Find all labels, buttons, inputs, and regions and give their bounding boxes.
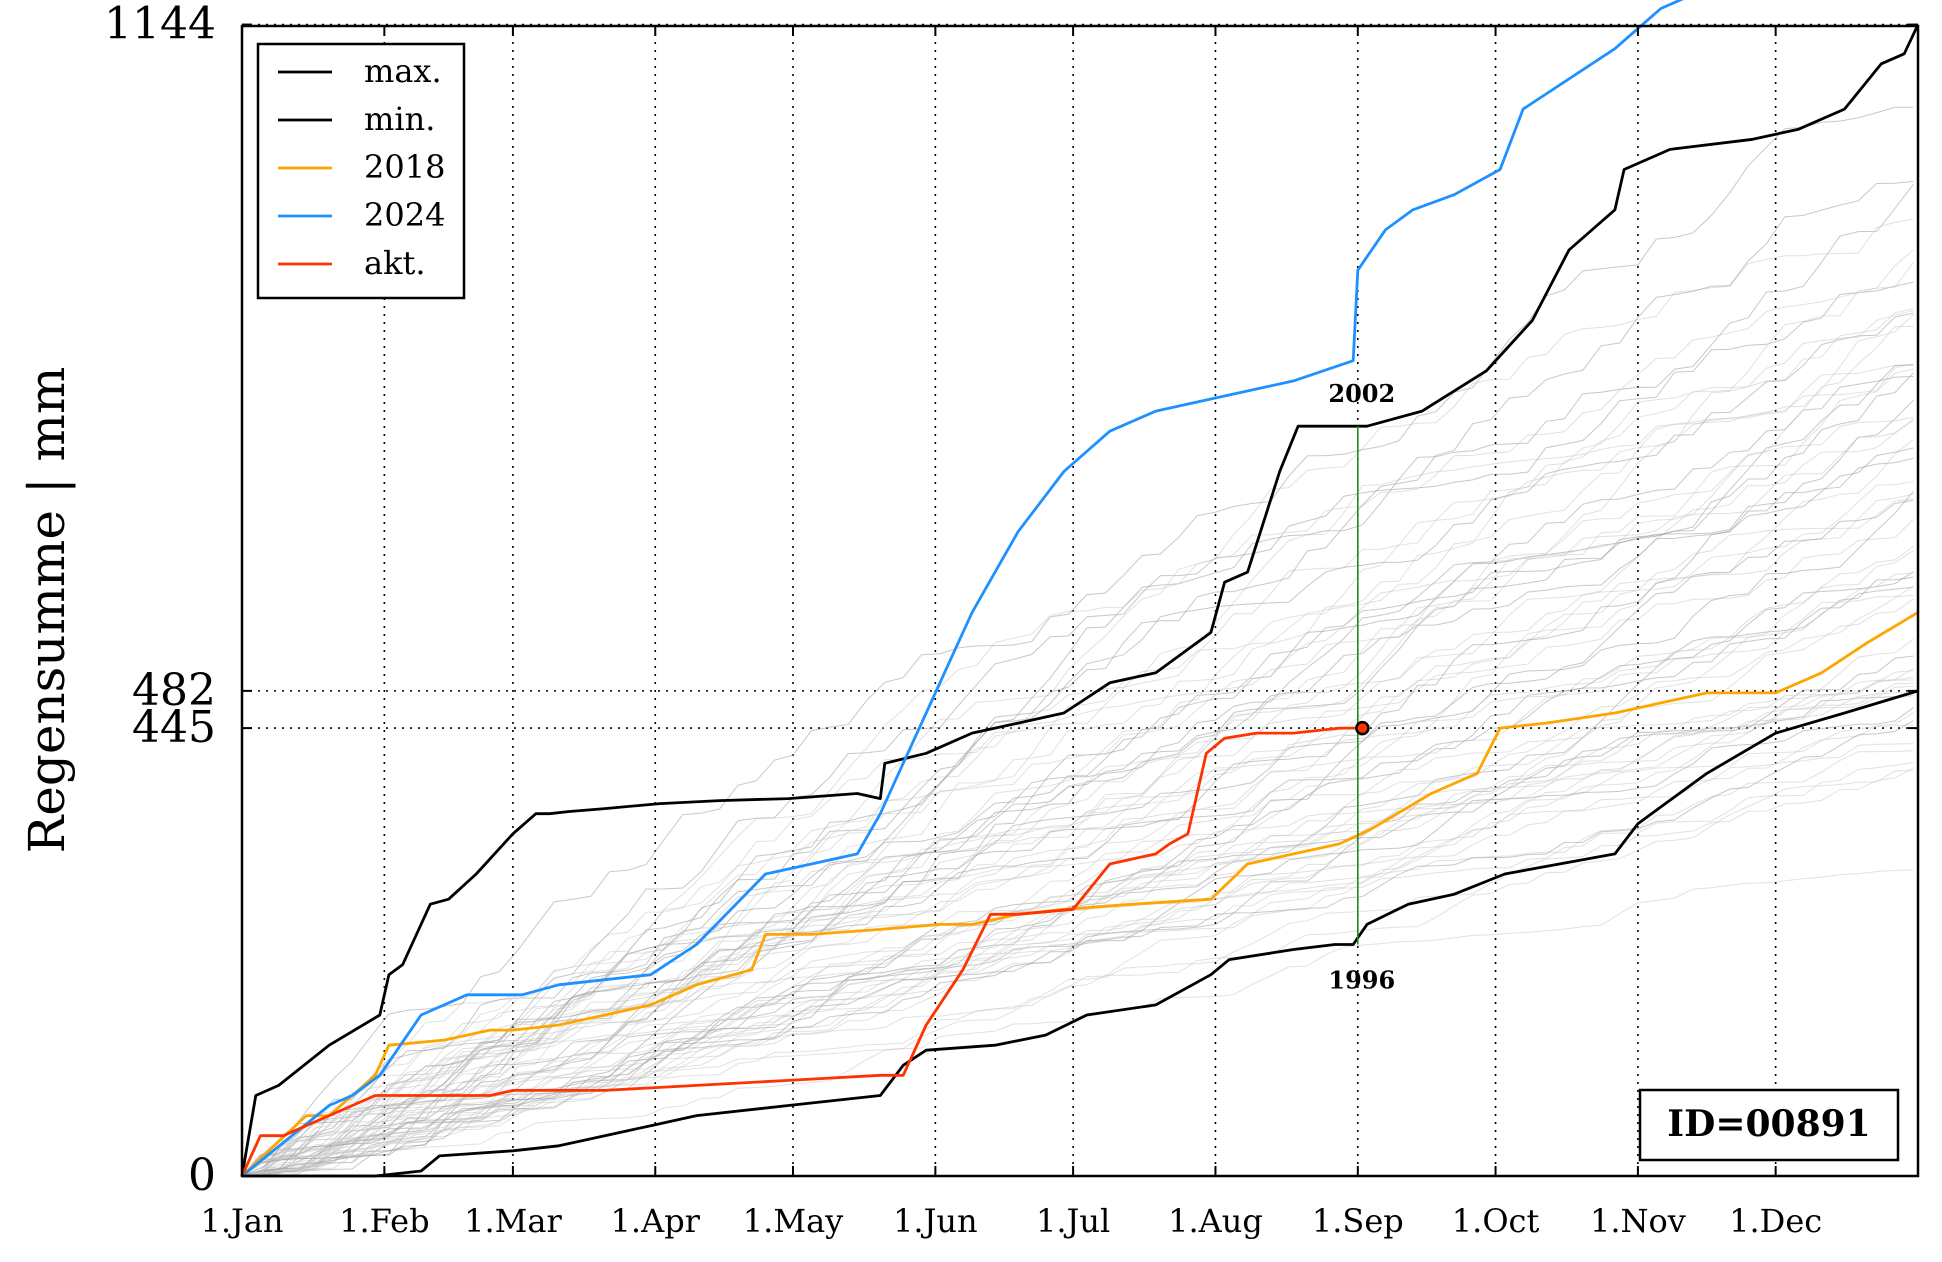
x-tick-label: 1.Mar — [464, 1202, 562, 1240]
y-tick-label: 482 — [132, 665, 216, 716]
x-tick-label: 1.Dec — [1729, 1202, 1822, 1240]
grid — [242, 23, 1918, 1176]
series-line-min — [242, 689, 1919, 1178]
background-year-line — [241, 447, 1914, 1177]
series-line-akt — [240, 726, 1363, 1177]
background-year-line — [241, 481, 1914, 1177]
id-badge: ID=00891 — [1638, 1088, 1900, 1162]
x-tick-label: 1.Sep — [1312, 1202, 1404, 1240]
legend-label: 2018 — [364, 148, 445, 186]
background-year-line — [241, 364, 1914, 1177]
background-year-line — [241, 595, 1914, 1177]
legend-label: akt. — [364, 244, 426, 282]
background-year-line — [241, 572, 1914, 1177]
background-year-line — [241, 310, 1914, 1177]
series-line-max — [240, 24, 1920, 1177]
background-year-line — [241, 761, 1914, 1177]
background-year-line — [241, 724, 1914, 1177]
y-tick-label: 445 — [132, 702, 216, 753]
x-tick-label: 1.Aug — [1168, 1202, 1263, 1240]
background-year-line — [241, 571, 1914, 1177]
background-year-line — [241, 416, 1914, 1177]
background-year-line — [241, 668, 1914, 1177]
y-tick-label: 1144 — [104, 0, 216, 50]
background-year-line — [241, 550, 1914, 1177]
annotation-year-label: 2002 — [1328, 379, 1395, 408]
legend-label: min. — [364, 100, 435, 138]
background-year-line — [241, 180, 1914, 1177]
annotation-year-label: 1996 — [1328, 966, 1395, 995]
background-year-line — [241, 312, 1914, 1177]
series-line-2024 — [241, 0, 1684, 1178]
x-tick-label: 1.Jan — [200, 1202, 283, 1240]
background-year-line — [241, 707, 1914, 1177]
id-badge-text: ID=00891 — [1667, 1103, 1870, 1145]
background-year-line — [241, 767, 1914, 1177]
plot-frame — [240, 24, 1920, 1178]
background-year-line — [241, 695, 1914, 1177]
annotations: 2002 1996 — [1328, 379, 1395, 994]
x-tick-label: 1.Jun — [893, 1202, 978, 1240]
x-tick-label: 1.Nov — [1590, 1202, 1686, 1240]
legend-box — [256, 42, 466, 300]
background-year-line — [241, 281, 1914, 1177]
x-tick-label: 1.Apr — [611, 1202, 701, 1240]
background-year-line — [241, 499, 1914, 1177]
legend-label: 2024 — [364, 196, 445, 234]
background-year-line — [241, 106, 1914, 1177]
x-tick-label: 1.May — [743, 1202, 843, 1240]
legend: max. min. 2018 2024 akt. — [256, 42, 466, 300]
background-year-line — [241, 308, 1914, 1177]
series-lines — [240, 0, 1920, 1178]
background-year-line — [241, 638, 1914, 1177]
background-year-lines — [241, 106, 1914, 1177]
background-year-line — [241, 585, 1914, 1177]
background-year-line — [241, 545, 1914, 1177]
x-tick-label: 1.Jul — [1036, 1202, 1110, 1240]
background-year-line — [241, 376, 1914, 1177]
background-year-line — [241, 262, 1914, 1177]
background-year-line — [241, 685, 1914, 1177]
background-year-line — [241, 218, 1914, 1177]
background-year-line — [241, 368, 1914, 1177]
current-point-marker — [1355, 720, 1370, 736]
y-tick-label: 0 — [188, 1150, 216, 1201]
background-year-line — [241, 498, 1914, 1177]
background-year-line — [241, 869, 1914, 1177]
background-year-line — [241, 325, 1914, 1177]
background-year-line — [241, 670, 1914, 1177]
series-line-2018 — [241, 611, 1919, 1178]
background-year-line — [241, 183, 1914, 1177]
background-year-line — [241, 586, 1914, 1177]
background-year-line — [241, 439, 1914, 1177]
background-year-line — [241, 249, 1914, 1177]
background-year-line — [241, 364, 1914, 1177]
legend-label: max. — [364, 52, 442, 90]
y-axis-label: Regensumme | mm — [18, 367, 76, 854]
id-badge-box — [1638, 1088, 1900, 1162]
background-year-line — [241, 493, 1914, 1177]
background-year-line — [241, 457, 1914, 1177]
background-year-line — [241, 712, 1914, 1177]
background-year-line — [241, 363, 1914, 1177]
x-tick-label: 1.Oct — [1452, 1202, 1540, 1240]
x-tick-label: 1.Feb — [339, 1202, 429, 1240]
axis-ticks: 1.Jan 1.Feb 1.Mar 1.Apr 1.May 1.Jun 1.Jul 1.Aug… — [104, 0, 1918, 1240]
